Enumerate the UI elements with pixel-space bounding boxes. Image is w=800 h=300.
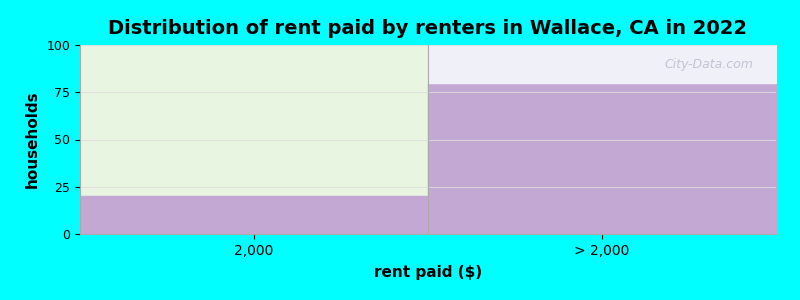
X-axis label: rent paid ($): rent paid ($) <box>374 265 482 280</box>
Title: Distribution of rent paid by renters in Wallace, CA in 2022: Distribution of rent paid by renters in … <box>109 19 747 38</box>
Y-axis label: households: households <box>25 91 39 188</box>
Text: City-Data.com: City-Data.com <box>665 58 754 71</box>
